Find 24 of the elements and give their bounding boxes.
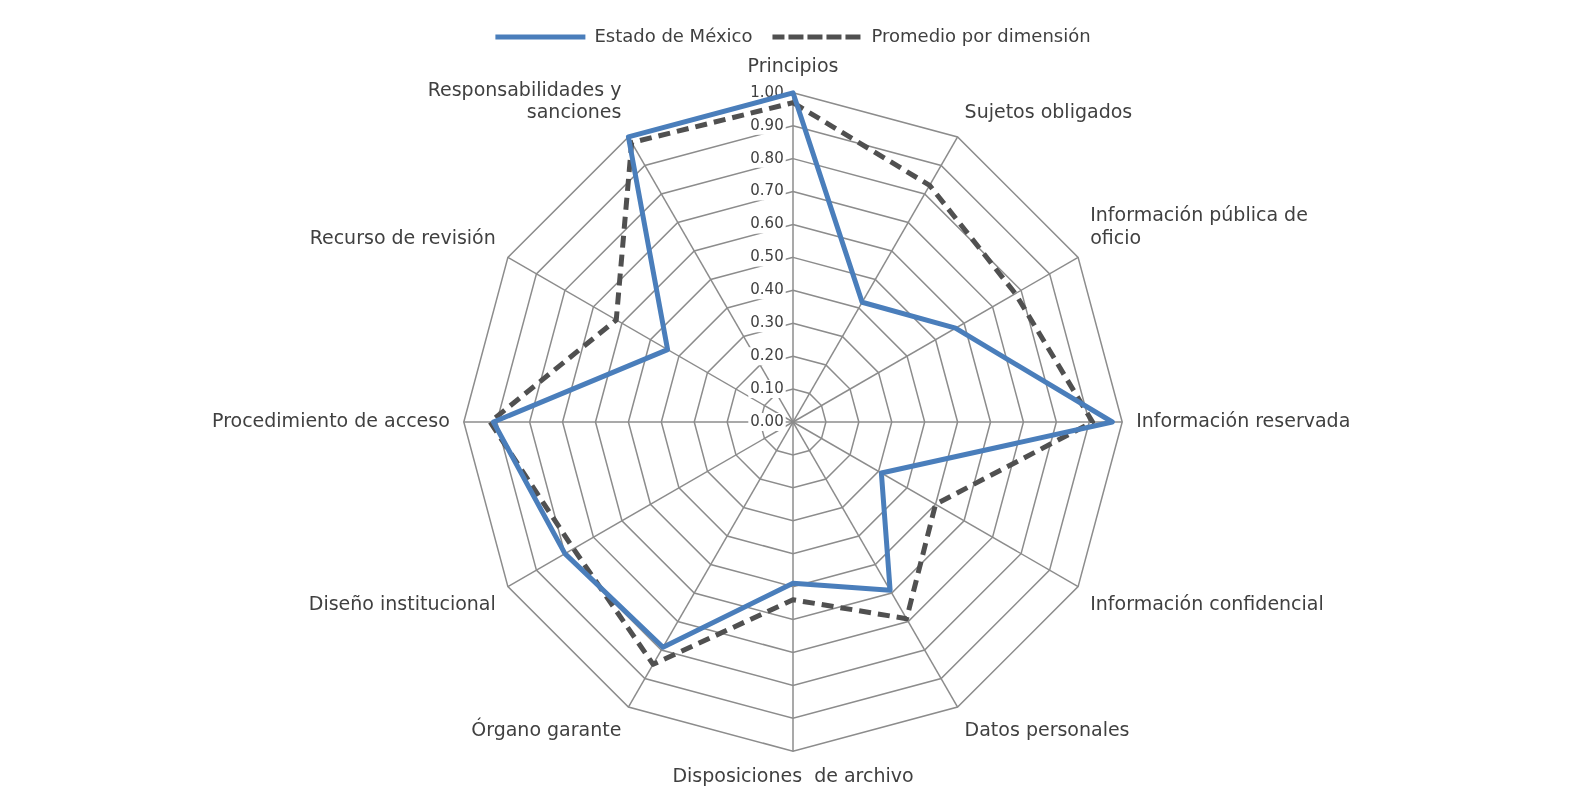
spoke-label: Recurso de revisión xyxy=(309,225,496,248)
y-tick-label: 0.30 xyxy=(750,313,784,332)
spoke-label: Procedimiento de acceso xyxy=(212,408,450,431)
y-tick-label: 0.60 xyxy=(750,214,784,233)
y-tick-label: 0.20 xyxy=(750,346,784,365)
legend-label: Estado de México xyxy=(594,24,753,46)
y-tick-label: 0.90 xyxy=(750,115,784,134)
y-tick-label: 0.40 xyxy=(750,280,784,299)
spoke-label: Sujetos obligados xyxy=(964,100,1133,123)
spoke-label: Información reservada xyxy=(1136,408,1351,431)
spoke-label: Diseño institucional xyxy=(308,591,496,614)
spoke-label: Datos personales xyxy=(964,717,1130,740)
y-tick-label: 0.50 xyxy=(750,247,784,266)
y-tick-label: 0.80 xyxy=(750,148,784,167)
y-tick-label: 0.70 xyxy=(750,181,784,200)
spoke-label: Responsabilidades y sanciones xyxy=(427,77,622,123)
y-tick-label: 0.10 xyxy=(750,378,784,397)
spoke-label: Disposiciones de archivo xyxy=(672,763,914,786)
spoke-label: Principios xyxy=(747,54,839,77)
spoke-label: Información pública de oficio xyxy=(1090,203,1308,248)
spoke-label: Información confidencial xyxy=(1090,591,1324,614)
y-tick-label: 0.00 xyxy=(750,411,784,430)
legend-label: Promedio por dimensión xyxy=(871,24,1091,46)
spoke-label: Órgano garante xyxy=(471,716,622,740)
